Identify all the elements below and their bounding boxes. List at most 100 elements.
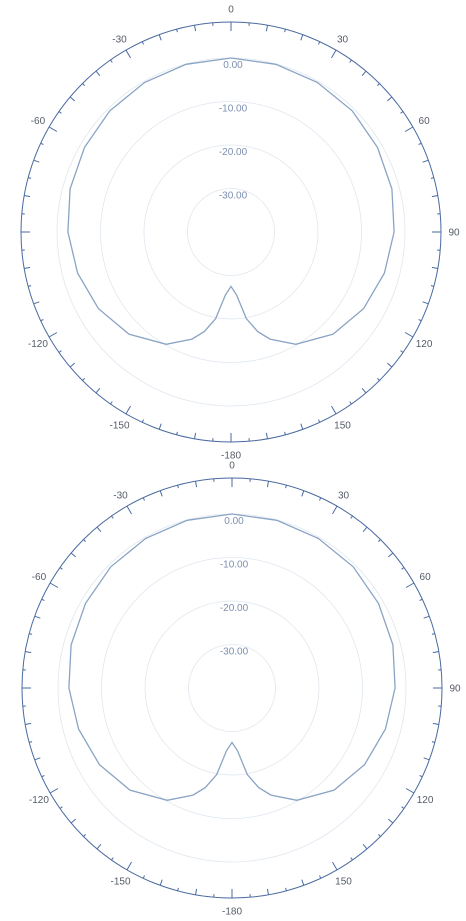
angle-tick — [431, 195, 438, 198]
radial-tick-label: -10.00 — [219, 104, 248, 115]
angle-tick — [176, 29, 178, 33]
angle-tick — [430, 285, 434, 287]
angle-tick — [25, 651, 32, 654]
angle-tick — [48, 332, 58, 338]
radial-tick-label: 0.00 — [223, 60, 243, 71]
radial-tick-label: -30.00 — [219, 191, 248, 202]
angle-tick — [96, 843, 102, 850]
angle-tick — [34, 757, 41, 761]
angle-tick — [95, 70, 101, 77]
angle-tick — [284, 431, 286, 435]
angle-tick — [40, 319, 44, 322]
angle-tick — [401, 567, 405, 570]
radial-tick-label: -30.00 — [220, 647, 249, 658]
angle-tick — [423, 615, 430, 619]
angle-tick — [318, 41, 321, 45]
angle-tick — [378, 834, 381, 837]
angle-tick — [111, 857, 114, 861]
polar-chart-bottom: 0 30 60 90 120 150 -180 -150 -120 -60 -30 0.00 -10.0… — [21, 461, 461, 918]
angle-tick — [285, 887, 287, 891]
radial-tick-label: -20.00 — [219, 147, 248, 158]
angle-tick — [25, 722, 32, 725]
angle-tick — [41, 775, 45, 778]
angle-tick — [58, 350, 62, 353]
radiation-pattern-series — [68, 513, 396, 801]
angle-tick — [195, 888, 198, 895]
angle-tick — [83, 834, 86, 837]
angle-tick — [48, 126, 58, 132]
angle-label: 60 — [420, 572, 432, 583]
angle-tick — [33, 159, 40, 163]
grid-ring — [144, 600, 320, 776]
angle-tick — [110, 59, 113, 63]
angle-tick — [331, 49, 337, 59]
angle-tick — [405, 582, 415, 588]
angle-label: 150 — [334, 421, 351, 432]
angle-tick — [28, 285, 32, 287]
angle-tick — [126, 505, 132, 515]
angle-tick — [300, 34, 304, 41]
angle-tick — [362, 526, 368, 533]
angle-tick — [349, 59, 352, 63]
angle-tick — [349, 401, 352, 405]
grid-ring — [187, 188, 275, 276]
angle-label: 30 — [337, 34, 349, 45]
angle-tick — [266, 888, 269, 895]
angle-tick — [386, 362, 393, 368]
angle-tick — [387, 818, 394, 824]
angle-tick — [69, 96, 76, 102]
angle-tick — [301, 490, 305, 497]
angle-tick — [401, 806, 405, 809]
angle-tick — [195, 481, 198, 488]
angle-tick — [265, 432, 268, 439]
grid-ring — [188, 644, 276, 732]
angle-tick — [49, 788, 59, 794]
angle-tick — [177, 485, 179, 489]
angle-tick — [422, 159, 429, 163]
angle-tick — [24, 195, 31, 198]
angle-tick — [431, 266, 438, 269]
angle-tick — [418, 319, 422, 322]
angle-tick — [34, 615, 41, 619]
angle-label: 120 — [417, 795, 434, 806]
angle-tick — [361, 387, 367, 394]
angle-tick — [419, 598, 423, 601]
angle-tick — [378, 539, 381, 542]
angle-tick — [159, 490, 163, 497]
angle-tick — [404, 126, 414, 132]
angle-tick — [350, 515, 353, 519]
angle-tick — [432, 722, 439, 725]
angle-tick — [377, 378, 380, 381]
angle-tick — [33, 301, 40, 305]
angle-tick — [319, 497, 322, 501]
angle-tick — [58, 111, 62, 114]
angle-tick — [70, 818, 77, 824]
angle-tick — [82, 378, 85, 381]
angle-tick — [400, 111, 404, 114]
radiation-pattern-series — [67, 57, 395, 345]
angle-tick — [400, 350, 404, 353]
angle-tick — [419, 775, 423, 778]
angle-tick — [125, 49, 131, 59]
angle-label: 120 — [416, 339, 433, 350]
angle-label: -150 — [110, 877, 130, 888]
angle-tick — [176, 431, 178, 435]
angle-tick — [319, 875, 322, 879]
angle-tick — [159, 879, 163, 886]
angle-label: 0 — [229, 461, 235, 472]
angle-tick — [177, 887, 179, 891]
angle-label: 90 — [448, 228, 460, 239]
grid-ring — [100, 101, 362, 363]
angle-tick — [126, 861, 132, 871]
angle-tick — [431, 741, 435, 743]
angle-tick — [266, 481, 269, 488]
angle-tick — [265, 25, 268, 32]
angle-label: -30 — [112, 34, 127, 45]
angle-tick — [82, 83, 85, 86]
angle-tick — [285, 485, 287, 489]
polar-chart-top: 0 30 60 90 120 150 -180 -150 -120 -60 -30 0.00 -10.0… — [20, 5, 460, 462]
angle-tick — [301, 879, 305, 886]
angle-tick — [28, 177, 32, 179]
angle-tick — [125, 405, 131, 415]
angle-tick — [387, 552, 394, 558]
